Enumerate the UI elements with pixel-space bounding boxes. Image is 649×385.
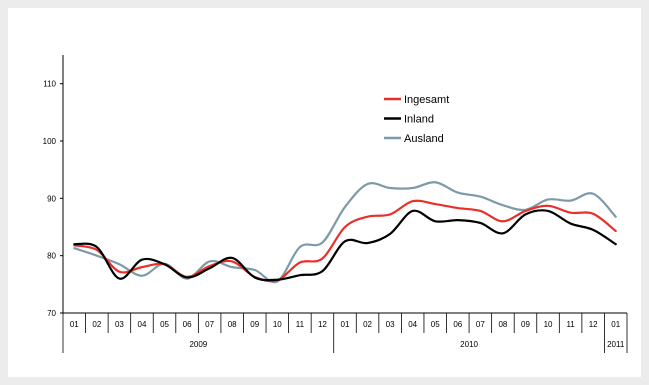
legend-label-ausland: Ausland bbox=[404, 133, 444, 145]
x-tick-label: 10 bbox=[544, 320, 553, 329]
x-axis: 01 02 03 04 05 06 07 08 09 10 11 12 01 02 03 04 05 06 07 08… bbox=[62, 312, 628, 353]
x-tick-label: 10 bbox=[273, 320, 282, 329]
x-tick-label: 09 bbox=[250, 320, 259, 329]
x-tick-label: 05 bbox=[431, 320, 440, 329]
x-tick-label: 01 bbox=[611, 320, 620, 329]
y-axis: 70 80 90 100 110 bbox=[43, 55, 64, 318]
series-layer bbox=[73, 181, 617, 284]
x-tick-label: 12 bbox=[318, 320, 327, 329]
x-tick-label: 03 bbox=[386, 320, 395, 329]
x-tick-label: 11 bbox=[566, 320, 575, 329]
legend-label-inland: Inland bbox=[404, 114, 434, 126]
y-tick-label: 70 bbox=[47, 309, 56, 318]
x-tick-label: 08 bbox=[228, 320, 237, 329]
chart-frame: 70 80 90 100 110 01 02 03 04 05 06 07 08 09 10 11 12 01 0… bbox=[8, 8, 641, 377]
x-tick-label: 04 bbox=[408, 320, 417, 329]
x-tick-label: 11 bbox=[296, 320, 305, 329]
series-line-ausland bbox=[73, 181, 617, 284]
x-tick-label: 01 bbox=[70, 320, 79, 329]
x-tick-label: 02 bbox=[92, 320, 101, 329]
x-tick-label: 04 bbox=[138, 320, 147, 329]
legend: Ingesamt Inland Ausland bbox=[384, 94, 449, 145]
x-tick-label: 07 bbox=[205, 320, 214, 329]
y-tick-label: 100 bbox=[43, 137, 57, 146]
series-line-inland bbox=[73, 209, 617, 282]
y-tick-label: 90 bbox=[47, 194, 56, 203]
legend-label-ingesamt: Ingesamt bbox=[404, 94, 449, 106]
x-tick-label: 08 bbox=[498, 320, 507, 329]
year-label: 2009 bbox=[189, 340, 207, 349]
x-tick-label: 03 bbox=[115, 320, 124, 329]
x-tick-label: 09 bbox=[521, 320, 530, 329]
year-label: 2010 bbox=[460, 340, 478, 349]
x-tick-label: 06 bbox=[183, 320, 192, 329]
x-tick-label: 12 bbox=[589, 320, 598, 329]
x-tick-label: 06 bbox=[453, 320, 462, 329]
y-tick-label: 80 bbox=[47, 252, 56, 261]
y-tick-label: 110 bbox=[43, 80, 56, 89]
year-label: 2011 bbox=[607, 340, 625, 349]
x-tick-label: 02 bbox=[363, 320, 372, 329]
x-tick-label: 05 bbox=[160, 320, 169, 329]
x-tick-label: 07 bbox=[476, 320, 485, 329]
x-tick-label: 01 bbox=[341, 320, 350, 329]
